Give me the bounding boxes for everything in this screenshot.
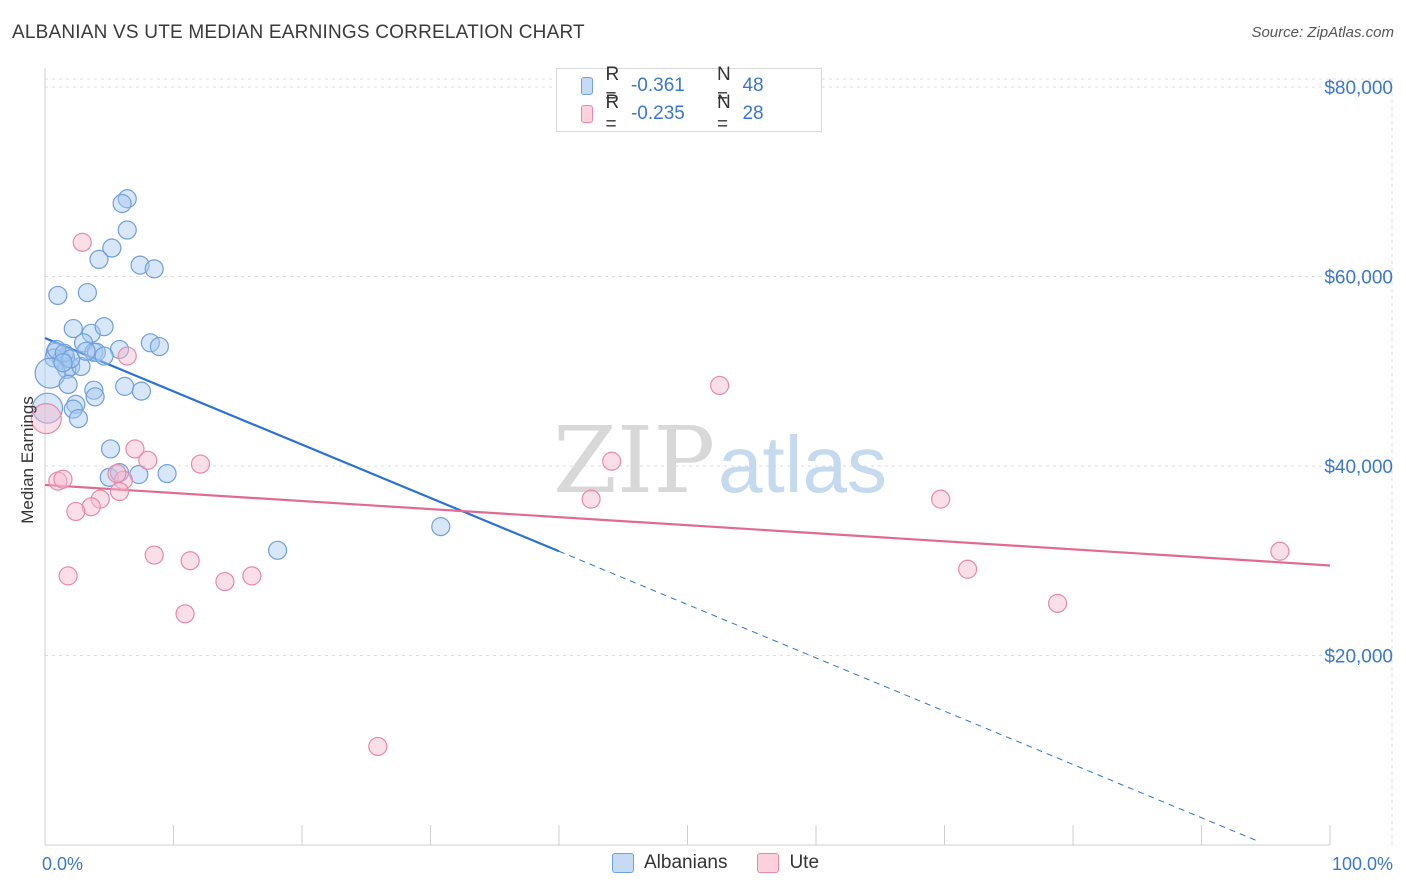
data-point xyxy=(76,341,96,361)
series-legend-ute[interactable]: Ute xyxy=(757,852,819,874)
data-point xyxy=(431,517,451,537)
data-points xyxy=(30,189,1290,757)
data-point xyxy=(1270,541,1290,561)
data-point xyxy=(84,380,104,400)
data-point xyxy=(107,463,127,484)
legend-swatch-albanians xyxy=(581,77,594,95)
series-legend-albanians[interactable]: Albanians xyxy=(612,852,727,874)
data-point xyxy=(89,249,109,270)
data-point xyxy=(68,408,89,429)
data-point xyxy=(53,353,73,373)
data-point xyxy=(48,285,68,306)
legend-n-label: N = xyxy=(716,64,731,107)
x-tick-label: 100.0% xyxy=(1332,854,1393,874)
data-point xyxy=(130,255,150,275)
stats-legend: R = -0.361 N = 48 R = -0.235 N = 28 xyxy=(556,64,822,135)
data-point xyxy=(53,469,73,489)
data-point xyxy=(58,566,78,586)
data-point xyxy=(72,232,92,252)
data-point xyxy=(242,566,262,586)
series-label-ute: Ute xyxy=(789,852,820,873)
axes xyxy=(44,68,1331,846)
data-point xyxy=(138,450,158,470)
data-point xyxy=(109,481,130,502)
data-point xyxy=(190,454,211,474)
x-tick-label: 0.0% xyxy=(42,854,83,874)
tick-labels: $20,000 $40,000 $60,000 $80,000 0.0% 100.0% xyxy=(42,78,1393,874)
grid-lines xyxy=(45,78,1393,845)
data-point xyxy=(63,318,83,339)
data-point xyxy=(368,736,388,757)
data-point xyxy=(710,375,730,396)
legend-r-label: R = xyxy=(605,64,620,107)
data-point xyxy=(81,497,101,517)
y-tick-label: $20,000 xyxy=(1324,646,1393,667)
data-point xyxy=(149,336,169,357)
series-legend: Albanians Ute xyxy=(612,852,849,874)
data-point xyxy=(144,545,164,565)
data-point xyxy=(602,451,622,471)
legend-r-value: -0.235 xyxy=(630,103,685,124)
data-point xyxy=(30,402,62,435)
data-point xyxy=(71,356,91,377)
data-point xyxy=(58,374,78,395)
data-point xyxy=(100,439,121,459)
data-point xyxy=(581,489,601,509)
data-point xyxy=(66,501,86,522)
y-axis-label: Median Earnings xyxy=(18,396,37,524)
legend-row-albanians: R = -0.361 N = 48 xyxy=(581,64,828,107)
legend-row-ute: R = -0.235 N = 28 xyxy=(581,92,828,135)
data-point xyxy=(131,381,151,401)
data-point xyxy=(85,387,105,407)
data-point xyxy=(63,399,83,419)
legend-n-value: 48 xyxy=(742,75,764,96)
y-tick-label: $40,000 xyxy=(1324,457,1393,478)
data-point xyxy=(958,559,978,579)
legend-n-label: N = xyxy=(716,92,731,135)
series-swatch-ute xyxy=(757,853,780,873)
data-point xyxy=(157,463,177,484)
data-point xyxy=(112,193,132,214)
data-point xyxy=(1047,593,1068,613)
data-point xyxy=(31,392,64,424)
trend-line xyxy=(44,337,560,553)
trend-line xyxy=(44,483,1331,567)
data-point xyxy=(180,551,200,571)
data-point xyxy=(215,571,235,592)
data-point xyxy=(117,220,137,240)
data-point xyxy=(175,604,195,624)
data-point xyxy=(144,259,164,279)
data-point xyxy=(94,346,114,366)
watermark: ZIP atlas xyxy=(553,407,887,514)
trend-lines xyxy=(44,337,1331,843)
legend-r-label: R = xyxy=(605,92,620,135)
watermark-zip: ZIP xyxy=(553,407,715,514)
data-point xyxy=(77,282,98,303)
y-tick-label: $60,000 xyxy=(1324,267,1393,288)
data-point xyxy=(102,238,122,258)
data-point xyxy=(931,489,951,509)
data-point xyxy=(117,346,137,366)
trend-line-extension xyxy=(558,550,1260,843)
legend-r-value: -0.361 xyxy=(630,75,685,96)
y-tick-label: $80,000 xyxy=(1324,78,1393,99)
series-swatch-albanians xyxy=(612,853,634,873)
series-label-albanians: Albanians xyxy=(644,852,728,873)
data-point xyxy=(94,317,114,337)
chart-title: ALBANIAN VS UTE MEDIAN EARNINGS CORRELAT… xyxy=(12,22,585,43)
legend-n-value: 28 xyxy=(742,103,764,124)
data-point xyxy=(115,376,135,396)
data-point xyxy=(267,540,288,560)
legend-swatch-ute xyxy=(581,105,594,123)
data-point xyxy=(34,357,66,389)
data-point xyxy=(125,439,145,459)
source-label: Source: ZipAtlas.com xyxy=(1251,24,1394,41)
watermark-atlas: atlas xyxy=(718,420,887,509)
